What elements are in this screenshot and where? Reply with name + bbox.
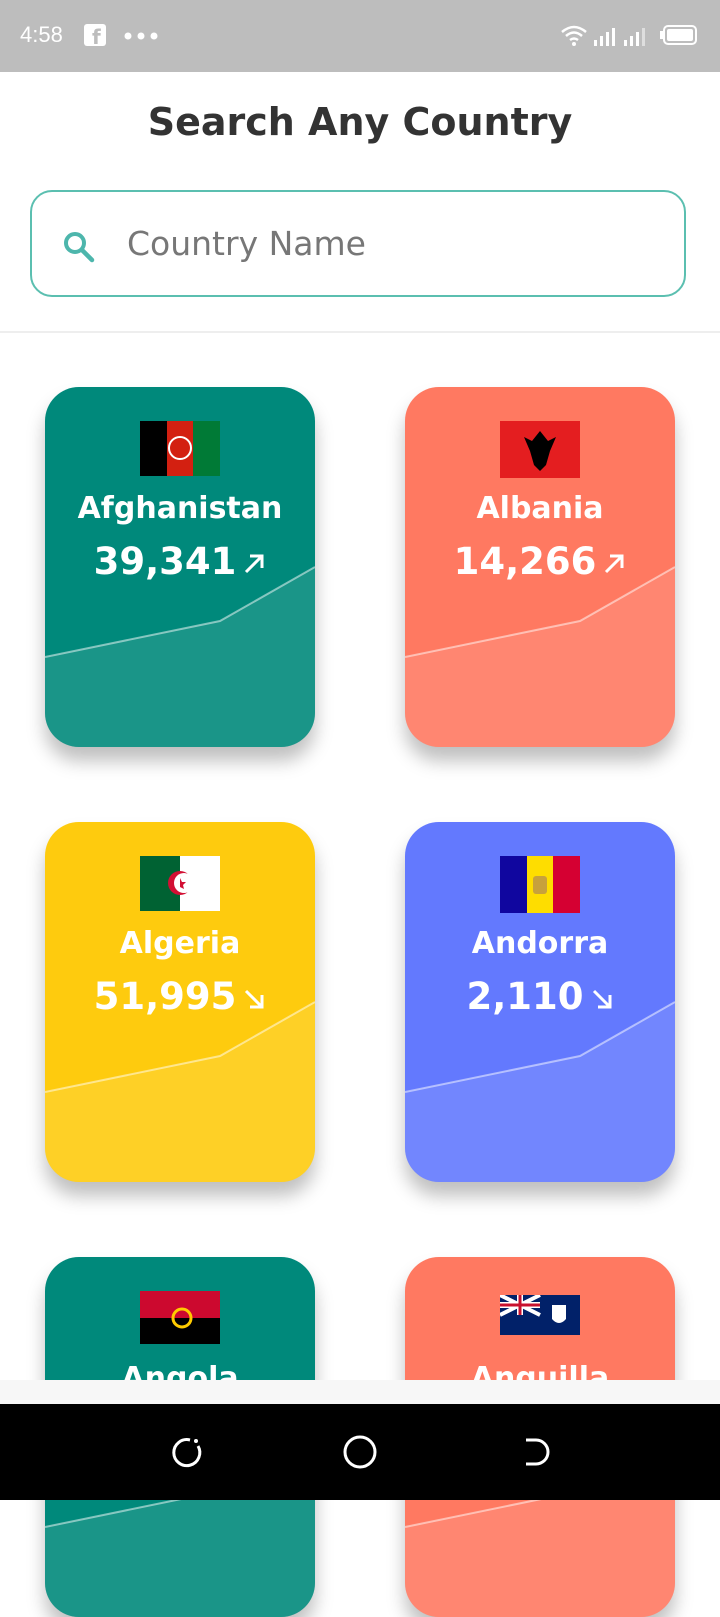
home-button[interactable] xyxy=(343,1435,377,1469)
recent-button[interactable] xyxy=(172,1438,202,1468)
bottom-edge xyxy=(0,1380,720,1404)
country-flag xyxy=(140,421,220,476)
country-name: Algeria xyxy=(119,926,241,961)
divider xyxy=(0,331,720,333)
page-title: Search Any Country xyxy=(147,100,573,144)
country-card[interactable]: Albania 14,266 xyxy=(405,387,675,747)
search-icon xyxy=(64,232,95,263)
nav-buttons xyxy=(172,1435,550,1469)
case-count-row: 2,110 xyxy=(405,975,675,1018)
country-flag xyxy=(500,421,580,478)
navigation-bar xyxy=(0,1404,720,1500)
status-icons-left: f xyxy=(84,24,158,49)
status-icons-right xyxy=(561,25,697,46)
card-sparkline xyxy=(45,566,315,747)
trend-arrow xyxy=(245,554,264,573)
case-count: 51,995 xyxy=(93,975,237,1018)
case-count: 2,110 xyxy=(466,975,584,1018)
country-flag xyxy=(140,856,220,911)
trend-arrow xyxy=(245,989,264,1008)
clock: 4:58 xyxy=(20,22,63,47)
card-sparkline xyxy=(45,1001,315,1182)
search-placeholder: Country Name xyxy=(127,224,366,263)
trend-arrow xyxy=(605,554,624,573)
country-card[interactable]: Algeria 51,995 xyxy=(45,822,315,1182)
country-card[interactable]: Andorra 2,110 xyxy=(405,822,675,1182)
country-flag xyxy=(500,1295,580,1335)
back-button[interactable] xyxy=(526,1438,550,1466)
case-count-row: 39,341 xyxy=(45,540,315,583)
trend-arrow xyxy=(592,989,612,1008)
country-name: Andorra xyxy=(471,926,609,961)
status-bar: 4:58 f xyxy=(0,0,720,72)
case-count: 39,341 xyxy=(93,540,237,583)
country-flag xyxy=(500,856,580,913)
svg-text:f: f xyxy=(92,25,101,49)
search-box[interactable]: Country Name xyxy=(30,190,686,297)
case-count: 14,266 xyxy=(453,540,597,583)
case-count-row: 14,266 xyxy=(405,540,675,583)
country-flag xyxy=(140,1291,220,1344)
case-count-row: 51,995 xyxy=(45,975,315,1018)
card-sparkline xyxy=(405,1001,675,1182)
country-card[interactable]: Afghanistan 39,341 xyxy=(45,387,315,747)
country-name: Albania xyxy=(476,491,604,526)
card-sparkline xyxy=(405,566,675,747)
country-name: Afghanistan xyxy=(77,491,283,526)
